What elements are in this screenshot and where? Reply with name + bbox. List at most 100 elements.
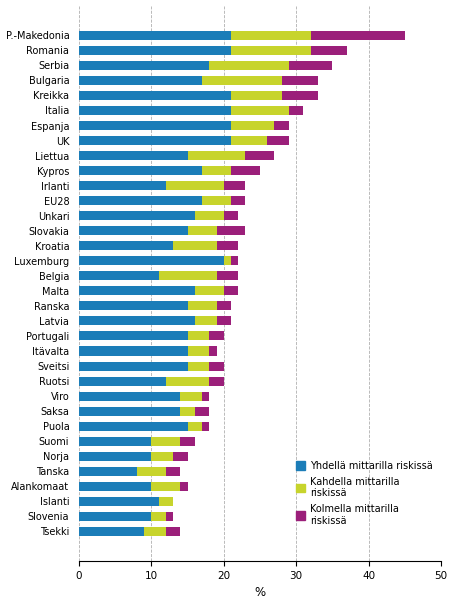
Bar	[79, 31, 231, 40]
Bar	[202, 391, 209, 401]
Bar	[79, 482, 151, 491]
Bar	[173, 452, 188, 461]
Bar	[79, 166, 202, 175]
Bar	[202, 76, 282, 85]
Bar	[79, 106, 231, 115]
Bar	[137, 467, 166, 476]
Bar	[79, 512, 151, 521]
Bar	[166, 527, 180, 536]
Bar	[79, 362, 188, 370]
Bar	[231, 166, 260, 175]
Bar	[217, 241, 238, 250]
Bar	[151, 452, 173, 461]
Bar	[311, 31, 405, 40]
Bar	[231, 121, 275, 130]
Bar	[144, 527, 166, 536]
Bar	[166, 467, 180, 476]
Bar	[79, 121, 231, 130]
Bar	[79, 61, 209, 70]
Bar	[79, 332, 188, 341]
Bar	[195, 407, 209, 416]
Bar	[202, 196, 231, 205]
Bar	[231, 257, 238, 266]
Bar	[195, 286, 224, 295]
Bar	[79, 196, 202, 205]
Bar	[173, 241, 217, 250]
Bar	[217, 226, 246, 235]
Bar	[224, 181, 246, 190]
Bar	[209, 376, 224, 385]
Bar	[79, 407, 180, 416]
Bar	[188, 332, 209, 341]
Bar	[166, 376, 209, 385]
Bar	[209, 362, 224, 370]
Bar	[166, 512, 173, 521]
Bar	[217, 301, 231, 310]
Bar	[231, 46, 311, 55]
Bar	[195, 211, 224, 220]
Bar	[79, 271, 159, 280]
Bar	[231, 31, 311, 40]
Bar	[209, 347, 217, 356]
Bar	[275, 121, 289, 130]
Bar	[79, 347, 188, 356]
Bar	[180, 437, 195, 446]
Bar	[166, 181, 224, 190]
Bar	[79, 211, 195, 220]
Bar	[79, 151, 188, 160]
Bar	[231, 196, 246, 205]
Bar	[79, 226, 188, 235]
Bar	[224, 286, 238, 295]
Bar	[217, 271, 238, 280]
Bar	[79, 257, 224, 266]
Bar	[79, 316, 195, 325]
Bar	[231, 136, 267, 145]
Bar	[224, 211, 238, 220]
Bar	[202, 166, 231, 175]
Bar	[282, 76, 318, 85]
Bar	[159, 271, 217, 280]
Bar	[79, 437, 151, 446]
Bar	[188, 362, 209, 370]
Bar	[231, 106, 289, 115]
Bar	[188, 151, 246, 160]
Bar	[188, 301, 217, 310]
Bar	[231, 91, 282, 100]
Bar	[311, 46, 347, 55]
Bar	[151, 482, 180, 491]
Bar	[282, 91, 318, 100]
Bar	[246, 151, 275, 160]
Bar	[159, 497, 173, 506]
Bar	[79, 181, 166, 190]
Bar	[79, 527, 144, 536]
Bar	[79, 422, 188, 431]
Bar	[151, 437, 180, 446]
Bar	[180, 407, 195, 416]
Bar	[188, 422, 202, 431]
Bar	[209, 332, 224, 341]
Bar	[217, 316, 231, 325]
Bar	[224, 257, 231, 266]
Bar	[79, 241, 173, 250]
Bar	[79, 76, 202, 85]
Bar	[180, 482, 188, 491]
Bar	[289, 61, 333, 70]
Bar	[79, 376, 166, 385]
Bar	[79, 467, 137, 476]
Bar	[79, 301, 188, 310]
Legend: Yhdellä mittarilla riskissä, Kahdella mittarilla
riskissä, Kolmella mittarilla
r: Yhdellä mittarilla riskissä, Kahdella mi…	[293, 458, 436, 529]
Bar	[180, 391, 202, 401]
Bar	[188, 347, 209, 356]
Bar	[79, 91, 231, 100]
Bar	[151, 512, 166, 521]
X-axis label: %: %	[255, 586, 265, 600]
Bar	[79, 286, 195, 295]
Bar	[188, 226, 217, 235]
Bar	[79, 391, 180, 401]
Bar	[202, 422, 209, 431]
Bar	[267, 136, 289, 145]
Bar	[195, 316, 217, 325]
Bar	[79, 46, 231, 55]
Bar	[209, 61, 289, 70]
Bar	[79, 497, 159, 506]
